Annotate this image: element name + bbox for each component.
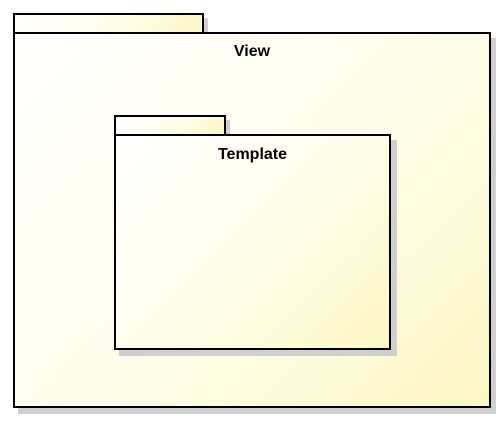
template-package-tab[interactable] — [114, 115, 226, 136]
template-package-label: Template — [217, 146, 288, 163]
view-package-label: View — [233, 43, 271, 60]
view-package-tab[interactable] — [13, 13, 204, 34]
template-package[interactable]: Template — [114, 134, 391, 350]
